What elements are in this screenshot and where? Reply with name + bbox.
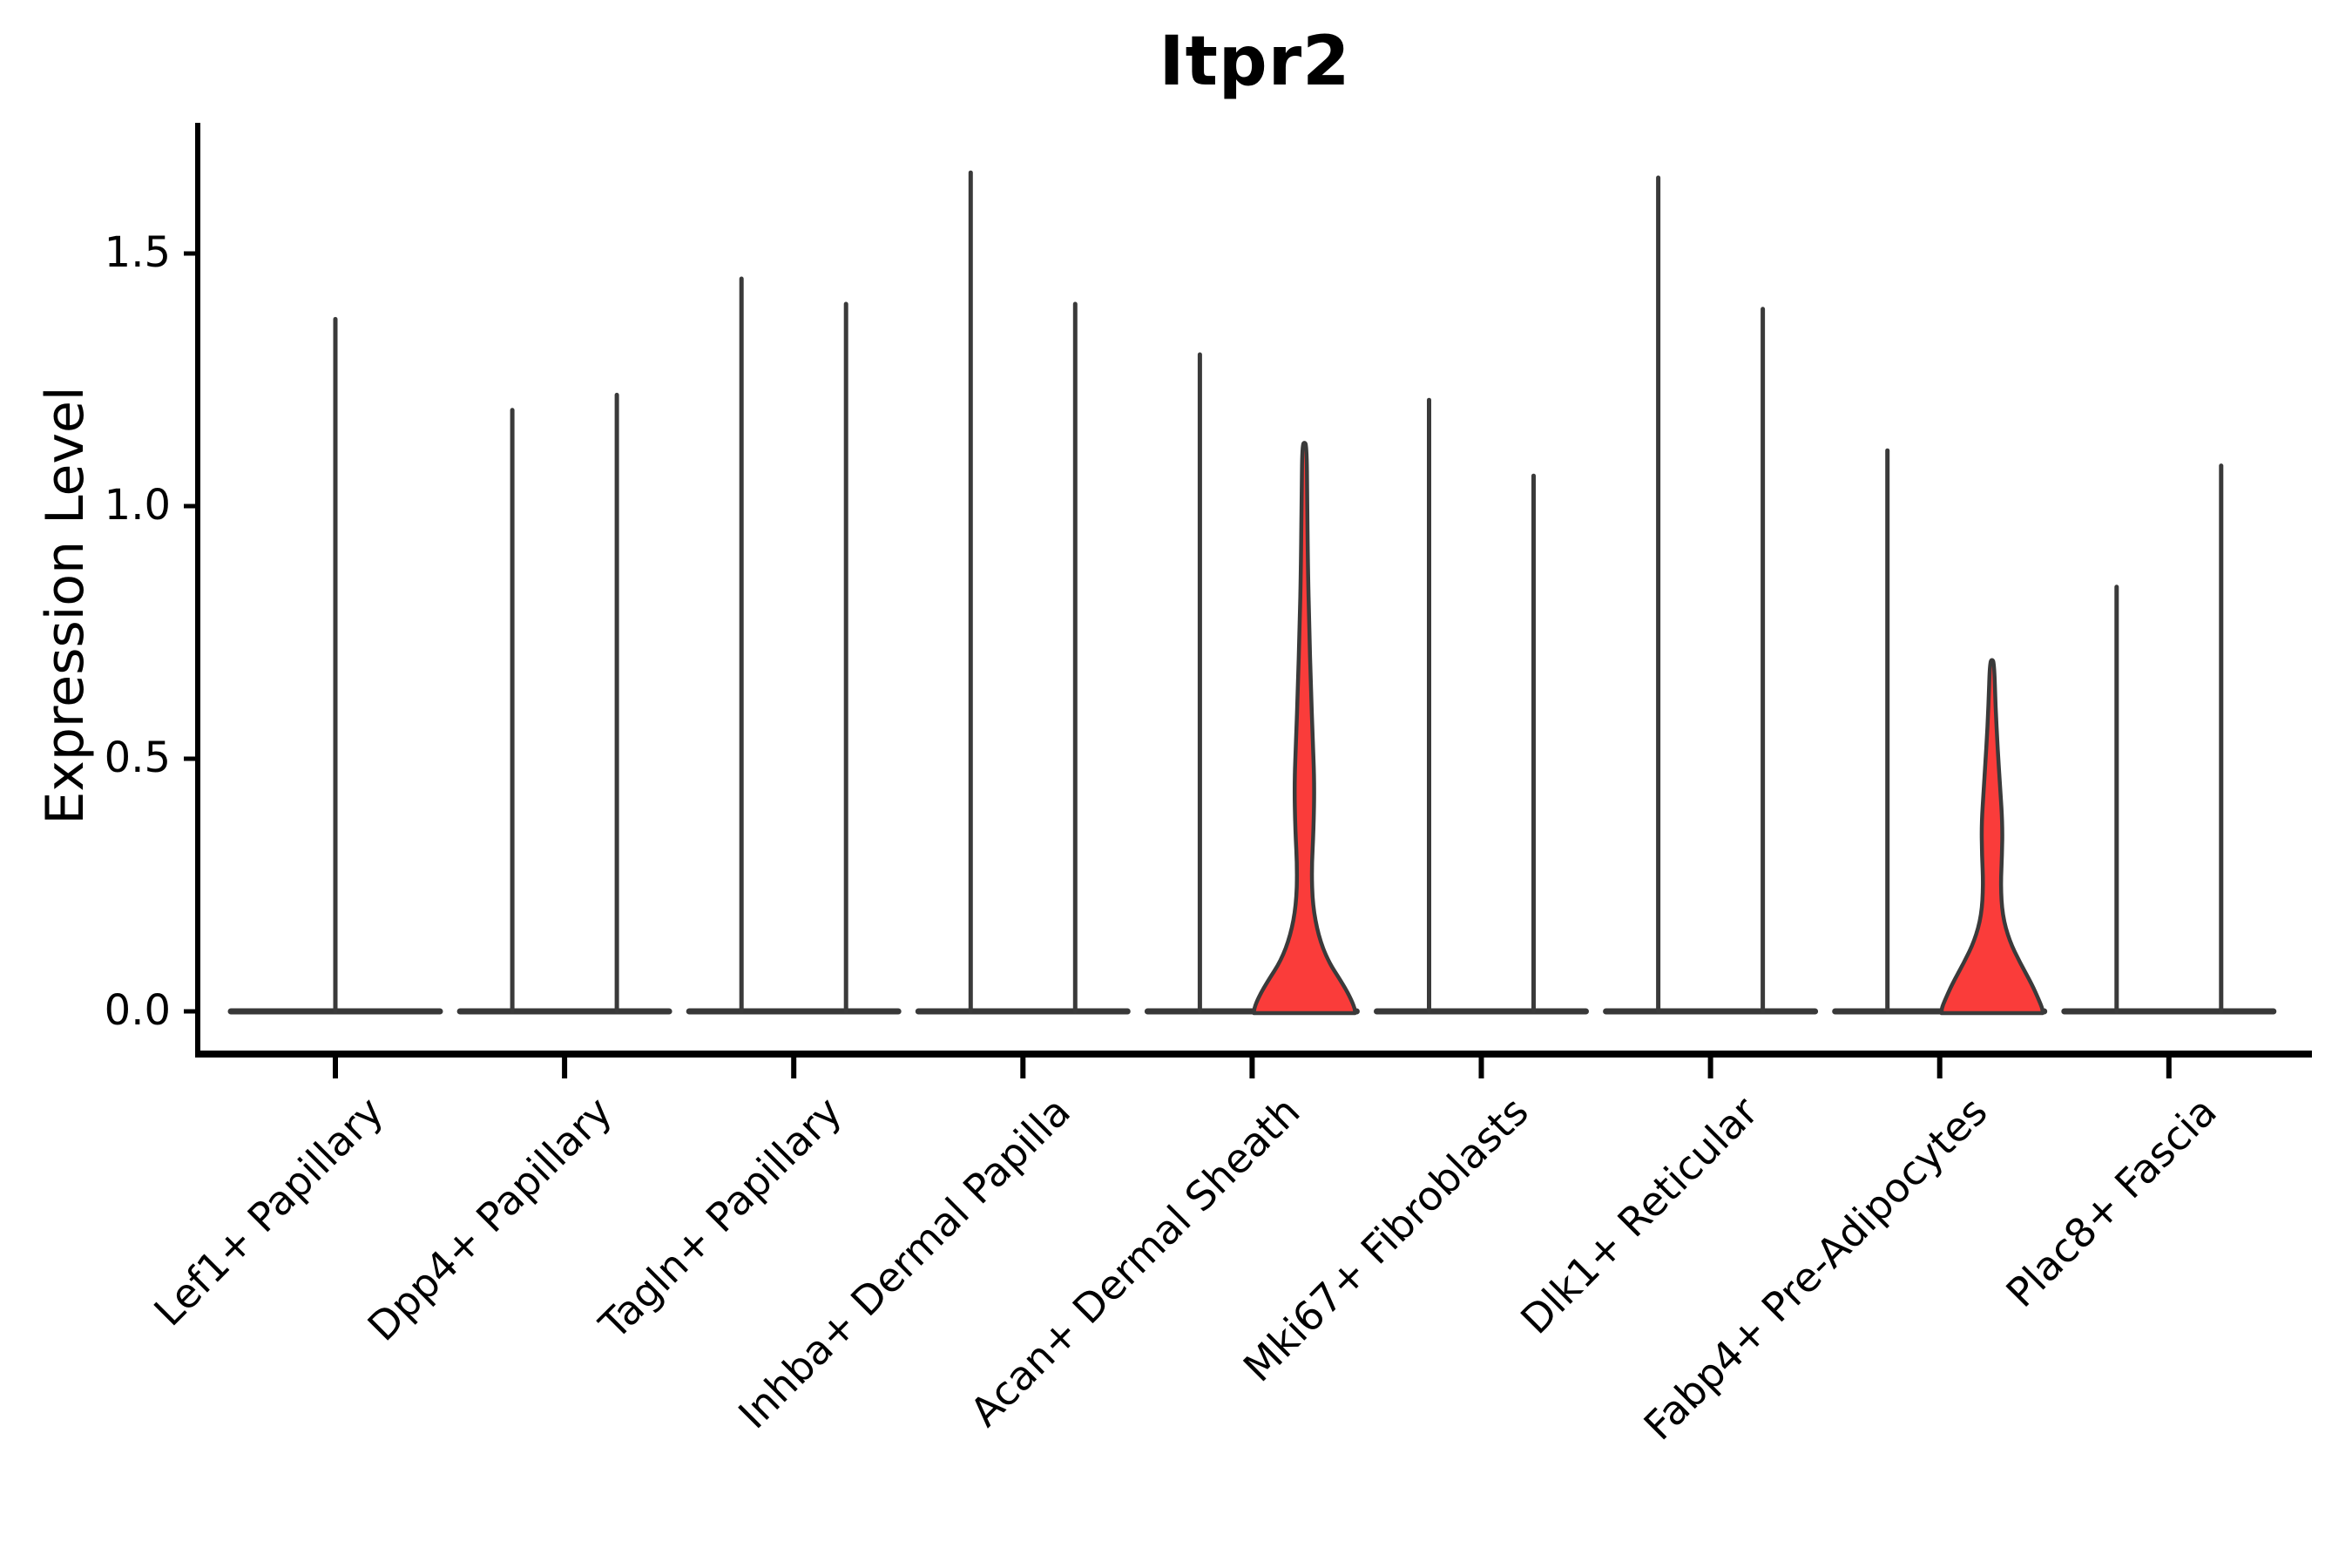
y-tick-label: 1.0 — [104, 481, 171, 530]
violin-highlighted — [1939, 658, 2044, 1016]
plot-title: Itpr2 — [1159, 23, 1351, 101]
y-tick-label: 1.5 — [104, 228, 171, 277]
y-tick-label: 0.0 — [104, 986, 171, 1035]
violin-highlighted — [1252, 441, 1357, 1016]
y-tick-label: 0.5 — [104, 733, 171, 782]
